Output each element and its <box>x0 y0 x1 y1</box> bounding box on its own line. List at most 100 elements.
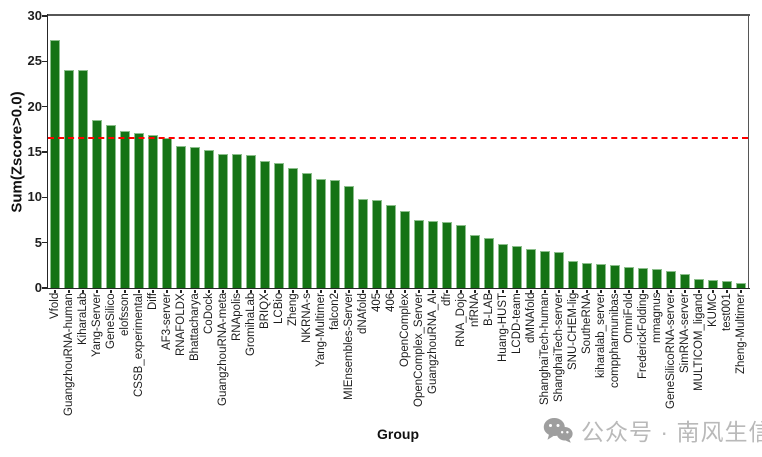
reference-line <box>48 137 748 140</box>
bar <box>512 246 522 288</box>
bar <box>92 120 102 288</box>
bar <box>540 250 550 288</box>
bar <box>638 268 648 288</box>
bottom-spine <box>46 287 750 290</box>
x-tick-label: OpenComplex <box>399 293 411 367</box>
plot-area <box>48 16 748 288</box>
x-tick-mark <box>138 289 140 293</box>
watermark-text: 公众号 · 南风生信 <box>581 419 762 445</box>
y-tick-mark <box>42 60 47 63</box>
bar <box>428 220 438 288</box>
x-tick-mark <box>670 289 672 293</box>
x-tick-mark <box>418 289 420 293</box>
y-tick-mark <box>42 105 47 108</box>
x-tick-label: OpenComplex_Server <box>413 293 425 407</box>
x-tick-mark <box>586 289 588 293</box>
x-tick-label: SimRNA-server <box>679 293 691 373</box>
x-tick-label: LCBio <box>273 293 285 325</box>
x-tick-mark <box>376 289 378 293</box>
bar <box>78 70 88 288</box>
x-tick-label: GromihaLab <box>245 293 257 357</box>
y-tick-mark <box>42 151 47 153</box>
x-tick-mark <box>68 289 70 293</box>
x-tick-mark <box>446 289 448 293</box>
bar <box>554 251 564 288</box>
bar <box>106 124 116 288</box>
bar <box>470 235 480 288</box>
y-tick-mark <box>42 287 47 289</box>
bar <box>708 279 718 288</box>
y-tick-label: 15 <box>27 144 42 159</box>
x-tick-label: CoDock <box>203 293 215 334</box>
x-tick-mark <box>698 289 700 293</box>
x-tick-label: KiharaLab <box>77 293 89 346</box>
bar <box>260 161 270 288</box>
bar <box>148 134 158 288</box>
x-tick-label: dNAfold <box>357 293 369 334</box>
x-tick-label: Yang-Multimer <box>315 293 327 367</box>
x-tick-mark <box>572 289 574 293</box>
y-tick-label: 10 <box>27 189 42 205</box>
x-tick-label: Zheng <box>287 293 299 326</box>
bar <box>246 154 256 288</box>
bar <box>344 186 354 288</box>
x-tick-mark <box>628 289 630 293</box>
y-tick-label: 0 <box>34 280 42 295</box>
right-spine <box>747 14 750 289</box>
bar <box>134 132 144 288</box>
y-tick-label: 30 <box>27 8 42 23</box>
bar <box>526 249 536 288</box>
x-tick-label: dfr <box>441 293 453 307</box>
x-tick-mark <box>642 289 644 293</box>
bar <box>176 145 186 288</box>
x-tick-mark <box>362 289 364 293</box>
y-tick-mark <box>42 196 47 199</box>
x-tick-label: MULTICOM_ligand <box>693 293 705 391</box>
x-tick-mark <box>530 289 532 293</box>
x-tick-label: GeneSilicoRNA-server <box>665 293 677 409</box>
y-tick-mark <box>42 241 47 244</box>
bar <box>316 179 326 288</box>
x-tick-mark <box>194 289 196 293</box>
bar <box>666 270 676 288</box>
bar <box>484 238 494 288</box>
x-tick-label: falcon2 <box>329 293 341 331</box>
x-tick-mark <box>250 289 252 293</box>
x-tick-mark <box>264 289 266 293</box>
x-tick-mark <box>544 289 546 293</box>
bar <box>568 260 578 288</box>
bar <box>442 221 452 288</box>
x-tick-label: kiharalab_server <box>595 293 607 379</box>
bar <box>372 200 382 288</box>
watermark: 公众号 · 南风生信 <box>543 413 762 447</box>
x-tick-mark <box>474 289 476 293</box>
x-tick-label: Huang-HUST <box>497 293 509 363</box>
x-tick-label: OmniFold <box>623 293 635 343</box>
x-tick-label: test001 <box>721 293 733 331</box>
bar <box>456 225 466 288</box>
x-axis-title: Group <box>377 426 419 442</box>
bar <box>652 268 662 288</box>
bar <box>162 137 172 288</box>
bar <box>386 204 396 288</box>
x-tick-mark <box>740 289 742 293</box>
bar <box>50 40 60 288</box>
bar <box>582 262 592 288</box>
bar <box>358 199 368 288</box>
x-tick-label: GuangzhouRNA-meta <box>217 293 229 407</box>
x-tick-label: GuangzhouRNA_AI <box>427 293 439 395</box>
x-tick-mark <box>110 289 112 293</box>
bar <box>610 265 620 288</box>
x-tick-label: ShanghaiTech-human <box>539 293 551 405</box>
x-tick-mark <box>222 289 224 293</box>
y-tick-label: 5 <box>34 234 42 250</box>
x-tick-label: Yang-Server <box>91 293 103 357</box>
x-tick-mark <box>96 289 98 293</box>
x-tick-mark <box>614 289 616 293</box>
x-tick-mark <box>292 289 294 293</box>
x-tick-label: FrederickFolding <box>637 293 649 379</box>
x-tick-mark <box>180 289 182 293</box>
x-tick-label: GeneSilico <box>105 293 117 349</box>
x-tick-mark <box>348 289 350 293</box>
